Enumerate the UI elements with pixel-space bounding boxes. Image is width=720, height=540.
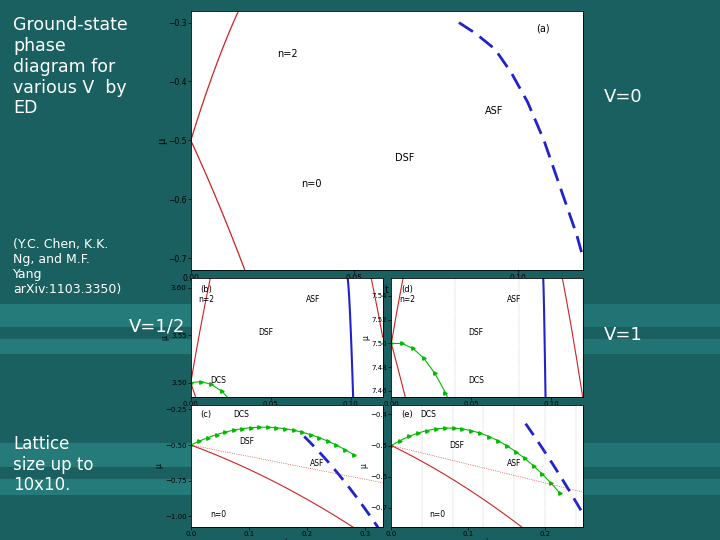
Text: ASF: ASF [310, 459, 324, 468]
Text: (e): (e) [401, 410, 413, 419]
Text: ASF: ASF [306, 295, 320, 304]
Text: DCS: DCS [420, 410, 436, 419]
Text: DSF: DSF [449, 441, 464, 449]
Text: DCS: DCS [468, 376, 484, 384]
Bar [0, 304, 191, 327]
Bar [583, 479, 720, 495]
Text: V=1: V=1 [603, 326, 642, 344]
Y-axis label: μ: μ [157, 137, 167, 144]
Text: DSF: DSF [468, 328, 483, 337]
X-axis label: t: t [285, 538, 288, 540]
Y-axis label: μ: μ [361, 335, 370, 340]
Text: (a): (a) [536, 24, 550, 33]
Text: DSF: DSF [239, 437, 253, 446]
Text: n=2: n=2 [277, 50, 298, 59]
Text: DSF: DSF [258, 328, 273, 337]
Text: (Y.C. Chen, K.K.
Ng, and M.F.
Yang
arXiv:1103.3350): (Y.C. Chen, K.K. Ng, and M.F. Yang arXiv… [14, 238, 122, 295]
Text: V=1/2: V=1/2 [129, 318, 185, 336]
Text: DCS: DCS [210, 376, 226, 384]
X-axis label: t: t [486, 408, 489, 417]
Bar [583, 304, 720, 327]
Text: DSF: DSF [395, 153, 414, 163]
Text: (b): (b) [200, 285, 212, 294]
Text: n=0: n=0 [430, 510, 446, 519]
Y-axis label: μ: μ [155, 463, 163, 468]
X-axis label: t: t [285, 408, 288, 417]
Text: n=2: n=2 [199, 295, 215, 304]
X-axis label: t: t [486, 538, 489, 540]
Text: (d): (d) [401, 285, 413, 294]
Bar [0, 479, 191, 495]
Y-axis label: μ: μ [161, 335, 169, 340]
Bar [0, 443, 191, 467]
Text: (c): (c) [200, 410, 212, 419]
Text: Lattice
size up to
10x10.: Lattice size up to 10x10. [14, 435, 94, 494]
Bar [0, 339, 191, 354]
Text: ASF: ASF [506, 295, 521, 304]
Text: ASF: ASF [506, 459, 521, 468]
Text: n=0: n=0 [210, 510, 226, 519]
Bar [583, 339, 720, 354]
Text: DCS: DCS [233, 410, 249, 419]
Text: ASF: ASF [485, 106, 503, 117]
Bar [583, 443, 720, 467]
Text: V=0: V=0 [603, 88, 642, 106]
Text: n=0: n=0 [301, 179, 321, 189]
Text: Ground-state
phase
diagram for
various V  by
ED: Ground-state phase diagram for various V… [14, 16, 128, 117]
Y-axis label: μ: μ [359, 463, 369, 468]
Text: n=2: n=2 [399, 295, 415, 304]
X-axis label: t: t [385, 285, 389, 294]
